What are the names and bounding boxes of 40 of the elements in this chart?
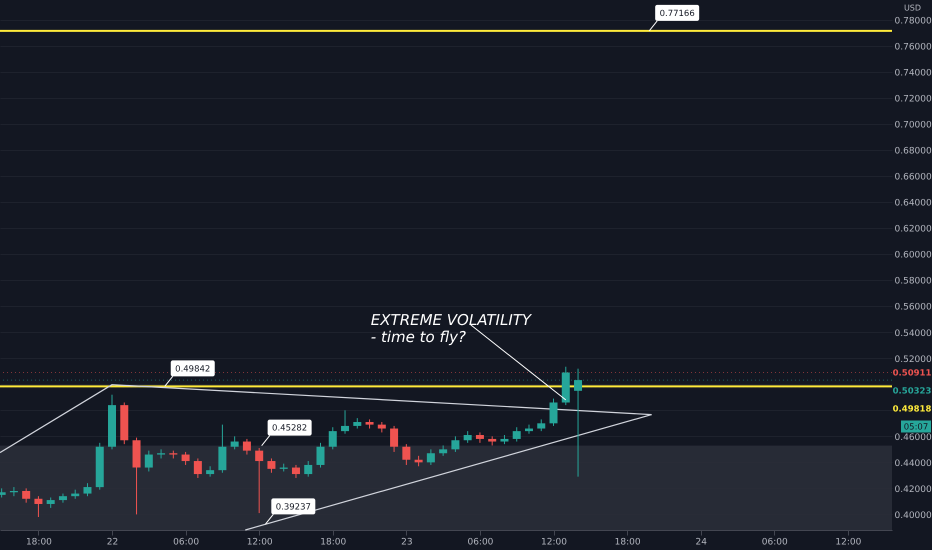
annotation: 0.77166	[660, 8, 695, 19]
y-tick-label: 0.54000	[894, 328, 932, 339]
text: 05:07	[904, 422, 928, 432]
y-tick-label: 0.72000	[894, 94, 932, 105]
y-tick-label: 0.42000	[894, 484, 932, 495]
y-tick-label: 0.66000	[894, 172, 932, 183]
x-tick-label: 06:00	[467, 538, 494, 548]
y-tick-label: 0.76000	[894, 42, 932, 53]
x-tick-label: 23	[401, 538, 413, 548]
x-tick-label: 18:00	[320, 538, 347, 548]
y-axis-title: USD	[904, 4, 922, 12]
y-tick-label: 0.46000	[894, 432, 932, 443]
x-tick-label: 12:00	[246, 538, 273, 548]
x-tick-label: 06:00	[762, 538, 788, 548]
y-tick-label: 0.68000	[894, 146, 932, 157]
annotation: 0.39237	[276, 502, 311, 512]
y-tick-label: 0.78000	[894, 16, 932, 27]
y-tick-label: 0.44000	[894, 458, 932, 469]
y-tick-label: 0.40000	[894, 510, 932, 521]
annotation: 0.49842	[175, 364, 210, 374]
y-tick-label: 0.74000	[894, 68, 932, 79]
annotation: EXTREME VOLATILITY - time to fly?	[370, 310, 533, 346]
x-tick-label: 18:00	[26, 538, 52, 548]
y-tick-label: 0.70000	[894, 120, 932, 131]
x-tick-label: 12:00	[835, 538, 862, 548]
x-tick-label: 12:00	[541, 538, 568, 548]
annotation: 0.45282	[272, 424, 308, 434]
y-tick-label: 0.60000	[894, 250, 932, 261]
x-tick-label: 22	[106, 538, 118, 548]
x-tick-label: 06:00	[173, 538, 200, 548]
ref-line-label: 0.50323	[892, 386, 932, 396]
y-tick-label: 0.52000	[894, 354, 932, 365]
y-tick-label: 0.56000	[894, 302, 932, 313]
ref-line-label: 0.50911	[892, 368, 932, 378]
x-tick-label: 18:00	[614, 538, 641, 548]
x-tick-label: 24	[695, 538, 708, 548]
y-tick-label: 0.64000	[894, 198, 932, 209]
y-tick-label: 0.58000	[894, 276, 932, 287]
y-tick-label: 0.62000	[894, 224, 932, 235]
ref-line-label: 0.49818	[892, 404, 932, 414]
